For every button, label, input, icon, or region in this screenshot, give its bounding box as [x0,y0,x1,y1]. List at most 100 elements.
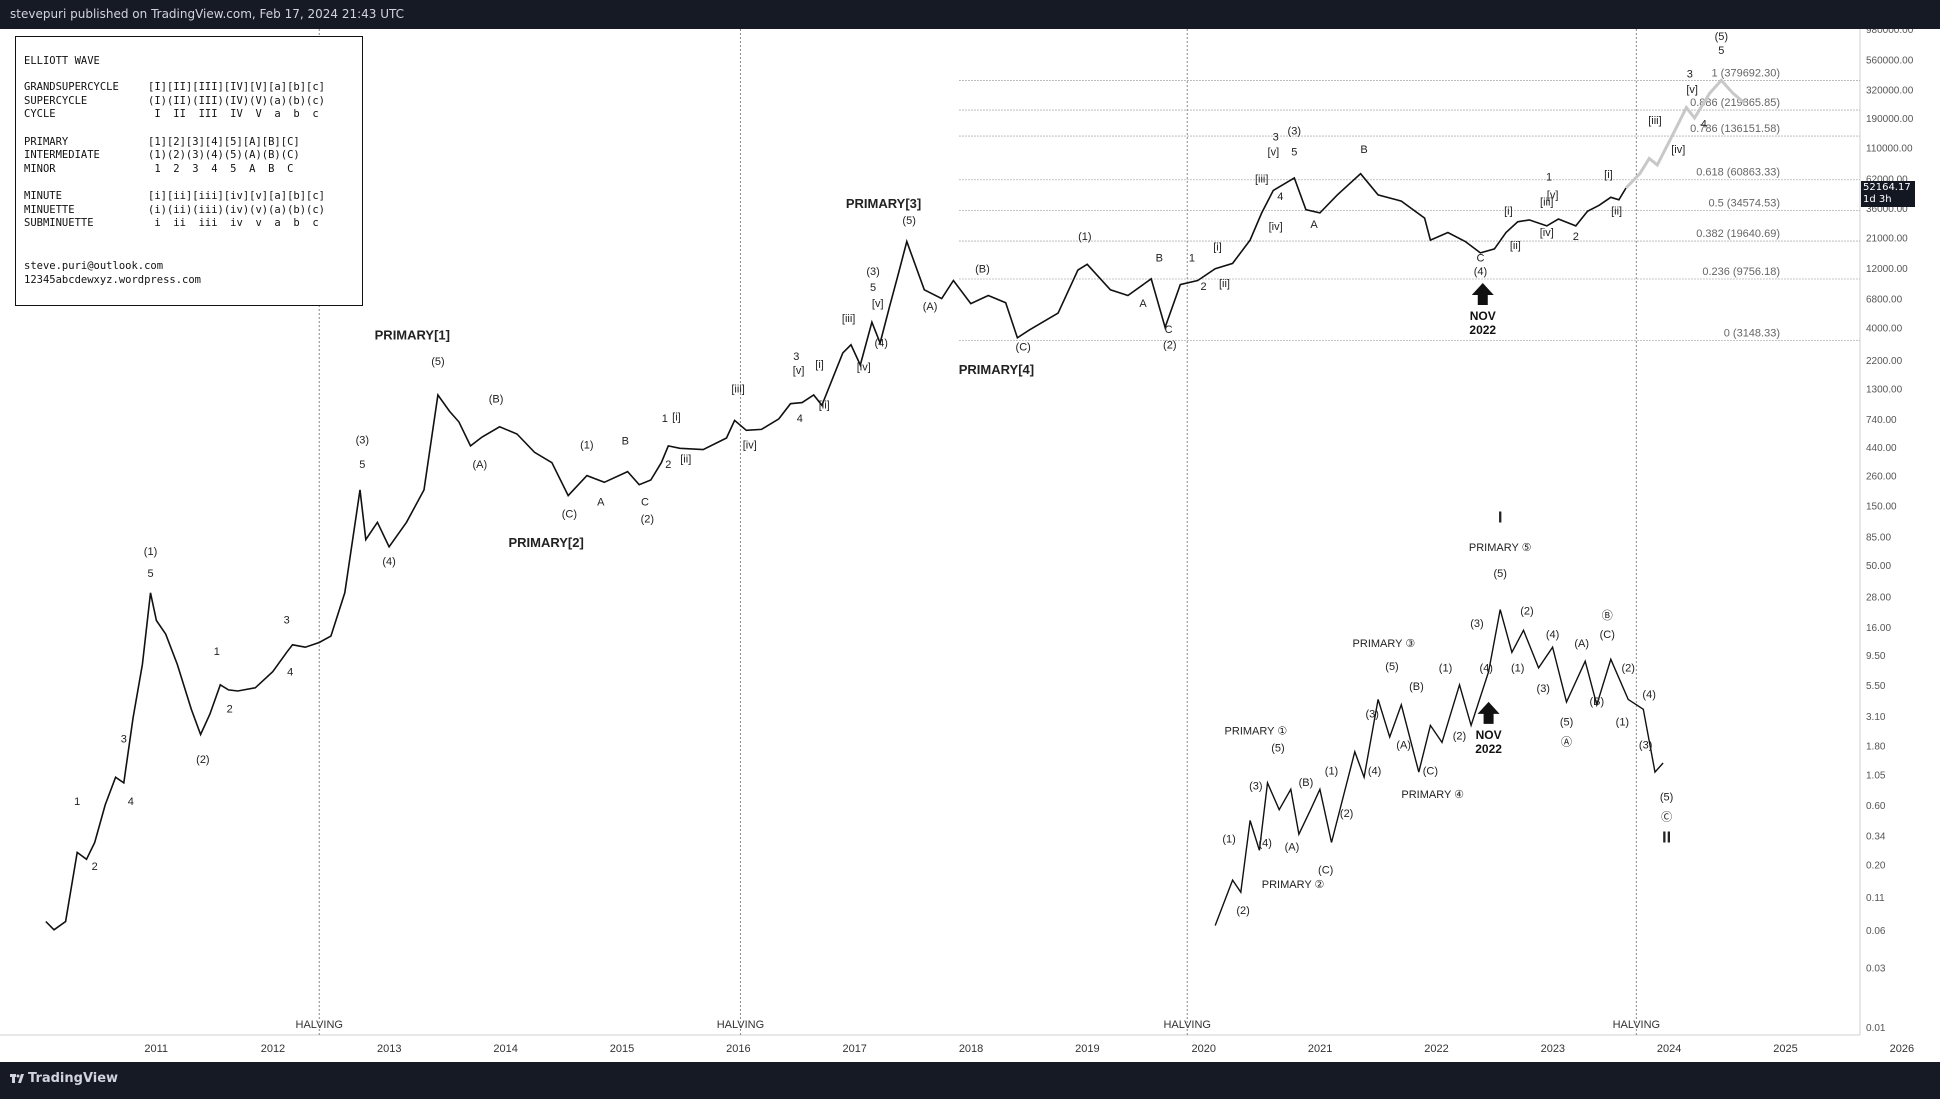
inset-wave-label: (B) [1409,681,1424,693]
wave-label: 1 [74,796,80,808]
wave-label: 1 [1546,171,1552,183]
wave-label: (3) [1288,126,1301,138]
inset-wave-label: (4) [1368,766,1381,778]
inset-wave-label: (1) [1222,834,1235,846]
current-price-tag: 52164.17 1d 3h [1861,181,1915,207]
x-tick-label: 2021 [1308,1043,1332,1055]
inset-wave-label: (3) [1639,739,1652,751]
halving-label: HALVING [1613,1019,1660,1031]
y-tick-label: 740.00 [1866,415,1897,426]
x-tick-label: 2022 [1424,1043,1448,1055]
wave-label: (A) [472,459,487,471]
legend-row: PRIMARY [1][2][3][4][5][A][B][C] [24,136,354,150]
wave-label: 5 [1718,45,1724,57]
wave-label: (2) [641,513,654,525]
wave-label: PRIMARY[1] [375,327,450,342]
legend-degree-name: MINUETTE [24,203,75,216]
y-tick-label: 0.11 [1866,893,1885,904]
wave-label: 4 [128,796,134,808]
inset-wave-label: (4) [1258,837,1271,849]
y-tick-label: 560000.00 [1866,55,1914,66]
halving-label: HALVING [717,1019,764,1031]
inset-wave-label: (1) [1439,663,1452,675]
wave-label: B [1360,144,1367,156]
tradingview-brand[interactable]: TradingView [28,1071,119,1086]
y-tick-label: 21000.00 [1866,233,1908,244]
inset-wave-label: I [1498,509,1502,526]
wave-label: (2) [1163,340,1176,352]
wave-label: 4 [287,667,293,679]
wave-label: B [1156,252,1163,264]
inset-wave-label: II [1662,830,1671,847]
price-series-line [45,172,1627,931]
legend-row: GRANDSUPERCYCLE [I][II][III][IV][V][a][b]… [24,81,354,95]
wave-label: (4) [874,338,887,350]
legend-website: 12345abcdewxyz.wordpress.com [24,273,202,286]
bottom-bar: TradingView [0,1062,1940,1099]
legend-group-3: MINUTE [i][ii][iii][iv][v][a][b][c] MINUET… [24,190,354,231]
y-tick-label: 0.01 [1866,1023,1886,1034]
wave-label: (A) [923,301,938,313]
legend-row: SUPERCYCLE (I)(II)(III)(IV)(V)(a)(b)(c) [24,95,354,109]
legend-row: INTERMEDIATE (1)(2)(3)(4)(5)(A)(B)(C) [24,149,354,163]
inset-wave-label: Ⓒ [1661,811,1672,824]
wave-label: 3 [1687,69,1693,81]
y-tick-label: 980000.00 [1866,29,1914,36]
y-tick-label: 1.05 [1866,771,1886,782]
legend-group-2: PRIMARY [1][2][3][4][5][A][B][C] INTERMEDI… [24,136,354,177]
legend-degree-waves: [i][ii][iii][iv][v][a][b][c] [148,190,326,202]
y-tick-label: 28.00 [1866,592,1891,603]
x-tick-label: 2019 [1075,1043,1099,1055]
wave-label: (B) [975,264,990,276]
legend-degree-name: SUPERCYCLE [24,94,88,107]
inset-wave-label: (1) [1511,663,1524,675]
legend-degree-waves: I II III IV V a b c [148,108,319,120]
wave-label: 2 [665,459,671,471]
x-tick-label: 2026 [1890,1043,1914,1055]
wave-label: [ii] [1611,206,1622,218]
y-tick-label: 260.00 [1866,472,1897,483]
wave-label: 2 [1573,231,1579,243]
wave-label: 3 [1273,132,1279,144]
wave-label: [iii] [1255,173,1268,185]
wave-label: [iv] [1269,221,1283,233]
current-price: 52164.17 [1863,182,1911,193]
bar-countdown: 1d 3h [1863,194,1892,205]
inset-wave-label: PRIMARY ③ [1353,638,1416,650]
wave-label: C [641,496,649,508]
wave-label: C [1476,252,1484,264]
wave-label: 5 [147,568,153,580]
halving-label: HALVING [296,1019,343,1031]
wave-label: 5 [870,282,876,294]
y-tick-label: 6800.00 [1866,295,1903,306]
wave-label: (3) [356,435,369,447]
wave-label: (4) [382,556,395,568]
wave-label: PRIMARY[4] [959,362,1034,377]
x-tick-label: 2016 [726,1043,750,1055]
inset-wave-label: (5) [1271,743,1284,755]
inset-wave-label: Ⓑ [1602,609,1613,622]
fib-level-label: 0 (3148.33) [1724,327,1780,339]
wave-label: [iii] [731,384,744,396]
y-tick-label: 1300.00 [1866,384,1903,395]
y-tick-label: 0.20 [1866,861,1886,872]
price-chart[interactable]: 980000.00 560000.00 320000.00 190000.00 1100… [0,29,1940,1062]
wave-label: [i] [1604,169,1613,181]
projection-path [1624,78,1746,190]
x-tick-label: 2011 [144,1043,168,1055]
halving-label: HALVING [1163,1019,1210,1031]
legend-degree-name: CYCLE [24,108,56,120]
y-tick-label: 3.10 [1866,712,1886,723]
legend-degree-name: MINUTE [24,190,62,202]
legend-degree-waves: [1][2][3][4][5][A][B][C] [148,135,300,148]
x-tick-label: 2017 [842,1043,866,1055]
inset-wave-label: (B) [1299,777,1314,789]
wave-label: 4 [1701,118,1707,130]
inset-wave-label: (4) [1642,689,1655,701]
x-tick-label: 2014 [493,1043,517,1055]
legend-row: SUBMINUETTE i ii iii iv v a b c [24,217,354,231]
fib-level-label: 0.236 (9756.18) [1702,266,1780,278]
y-tick-label: 0.06 [1866,926,1886,937]
tradingview-logo-icon[interactable] [10,1072,24,1086]
wave-label: 2 [1200,281,1206,293]
